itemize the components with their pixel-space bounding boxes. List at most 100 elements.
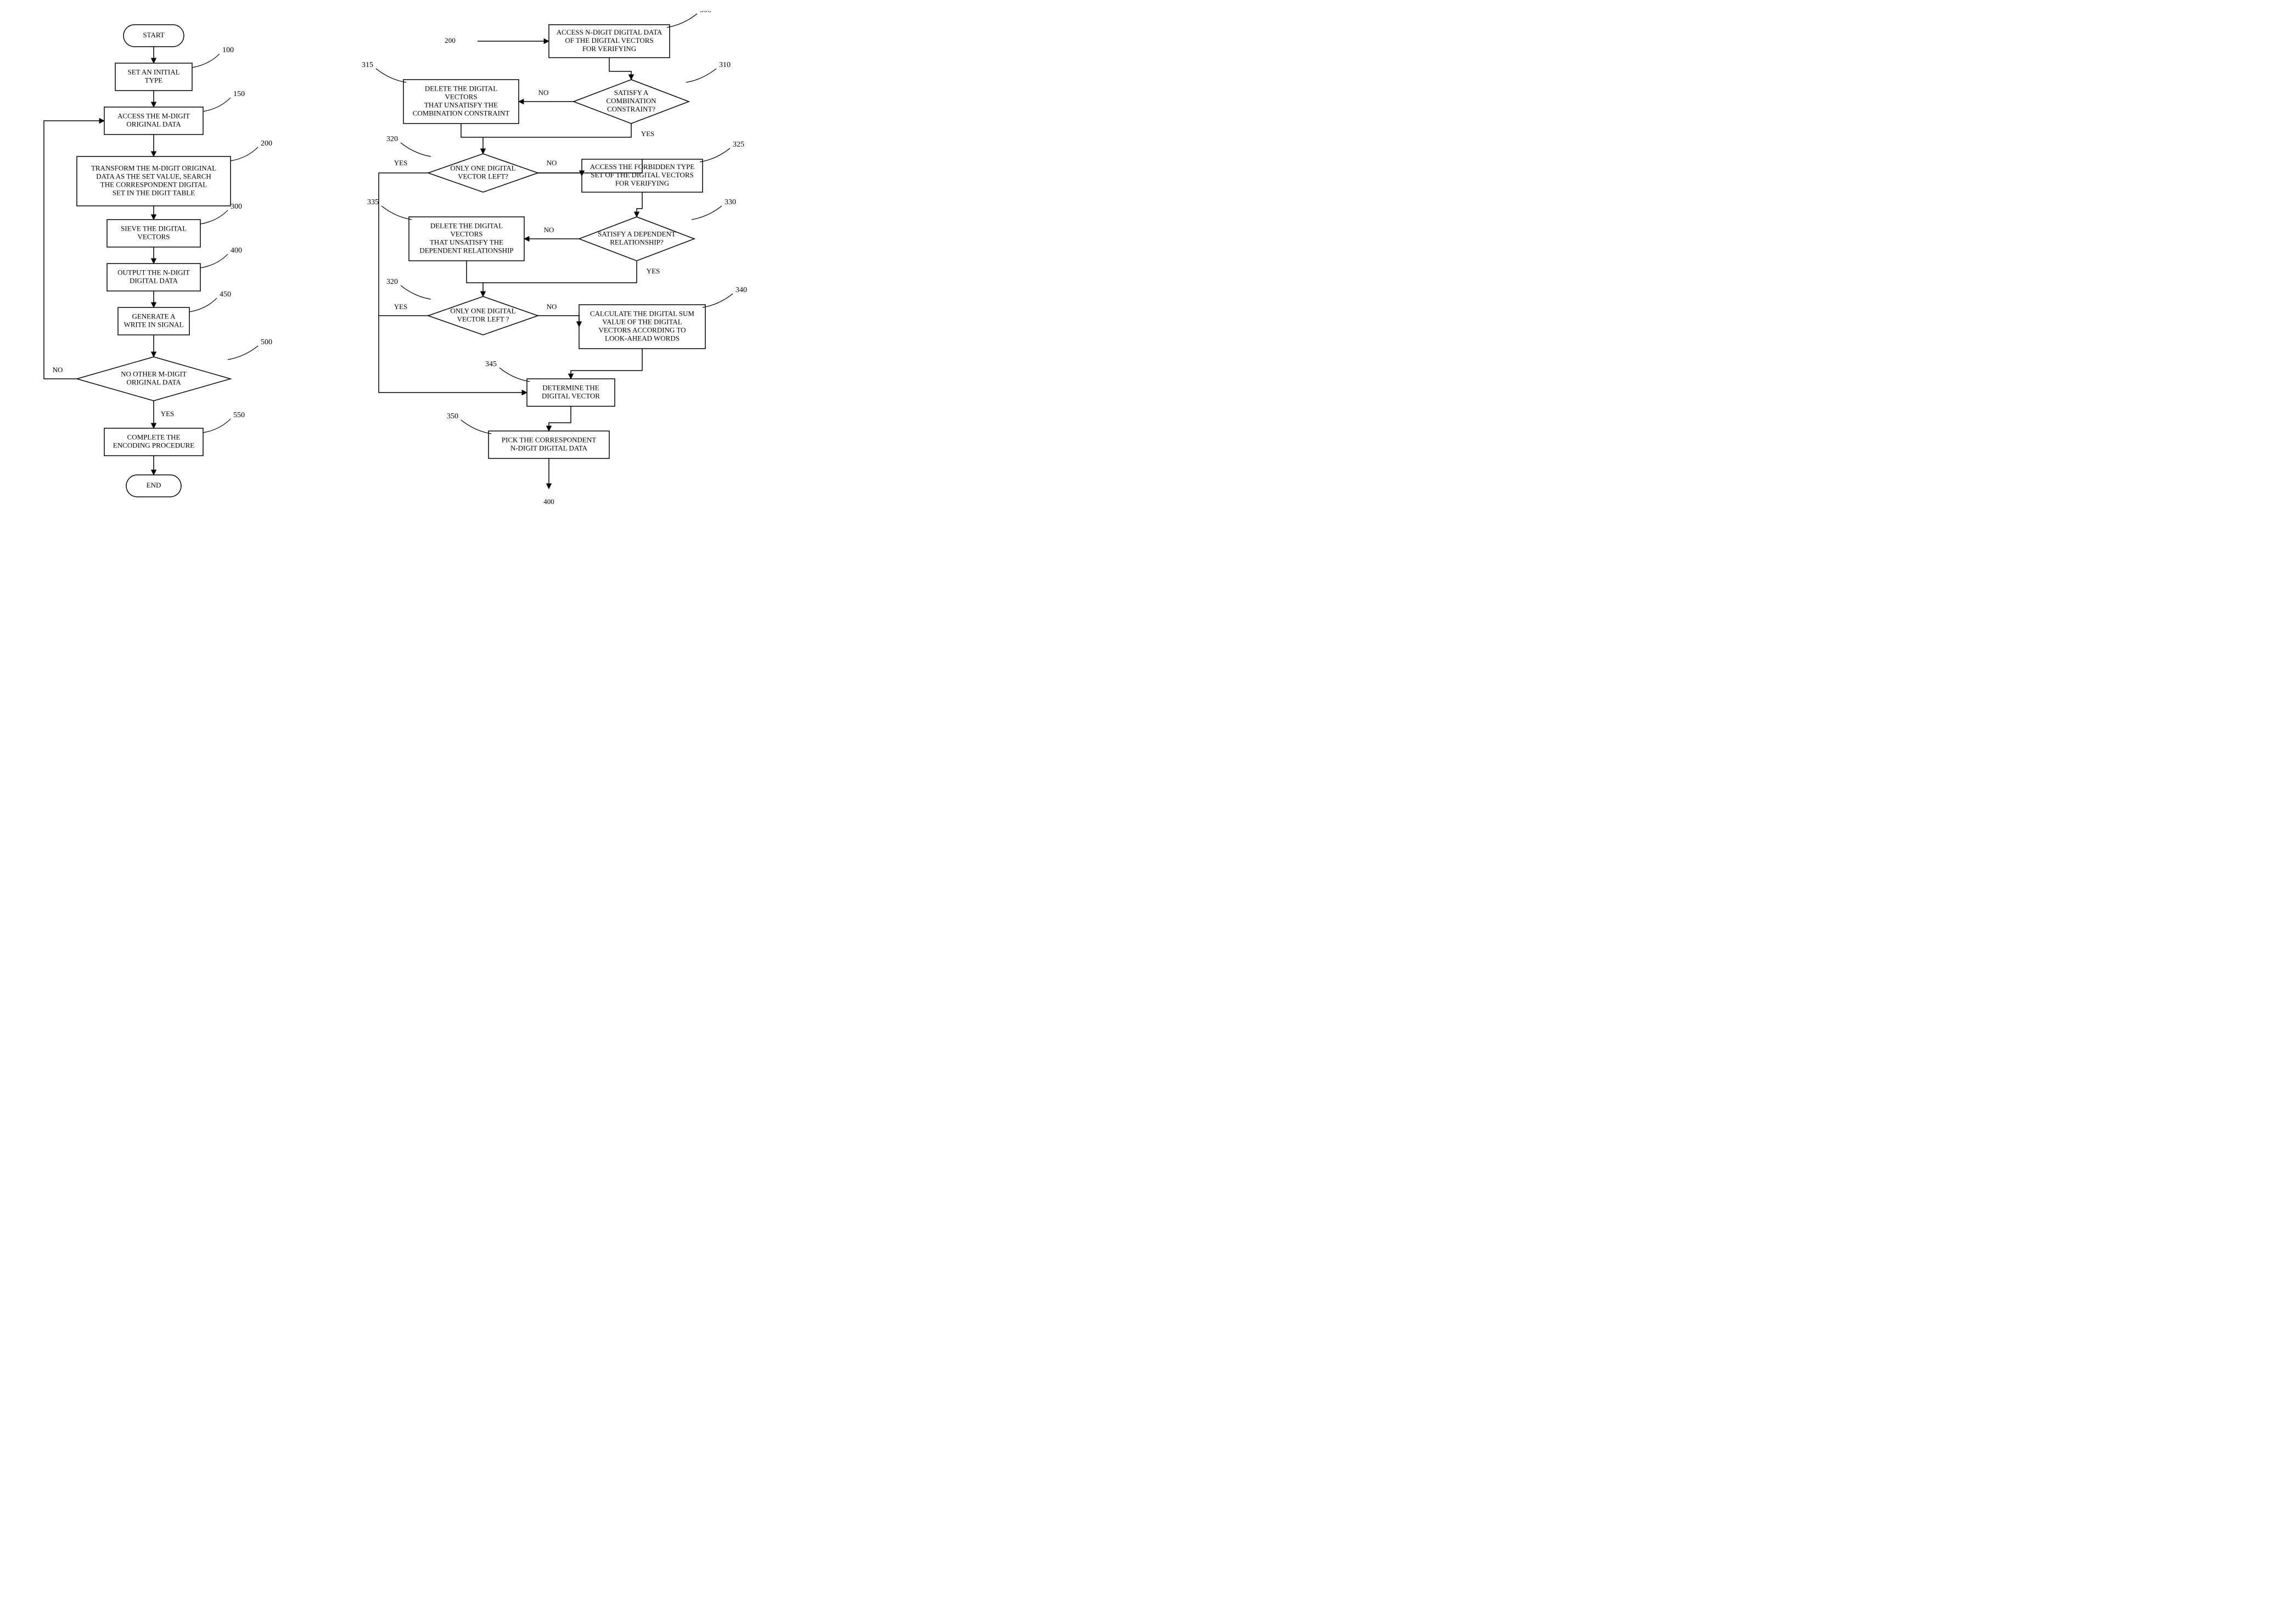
ref-leader — [381, 206, 412, 220]
node-text: VECTORS — [451, 230, 483, 238]
node-text: VECTORS ACCORDING TO — [599, 326, 686, 334]
ref-number: 150 — [233, 90, 245, 98]
ref-leader — [189, 298, 217, 312]
node-n320b: ONLY ONE DIGITALVECTOR LEFT ? — [428, 296, 538, 335]
edge-label: NO — [538, 88, 549, 97]
node-text: DELETE THE DIGITAL — [425, 85, 497, 93]
ref-number: 330 — [725, 198, 736, 206]
node-text: ACCESS THE M-DIGIT — [117, 112, 190, 120]
node-text: ENCODING PROCEDURE — [113, 441, 194, 449]
edge-label: YES — [641, 130, 655, 138]
node-n340: CALCULATE THE DIGITAL SUMVALUE OF THE DI… — [579, 305, 705, 349]
node-text: THE CORRESPONDENT DIGITAL — [100, 180, 207, 188]
edge — [538, 173, 582, 176]
node-text: VECTORS — [138, 232, 170, 240]
ref-number: 315 — [362, 61, 373, 69]
node-text: LOOK-AHEAD WORDS — [605, 334, 680, 342]
edge-label: NO — [547, 303, 557, 311]
node-text: ONLY ONE DIGITAL — [450, 164, 515, 172]
ref-number: 300 — [231, 203, 242, 211]
node-text: SET AN INITIAL — [127, 68, 179, 76]
edge-label: YES — [394, 303, 408, 311]
node-n200: TRANSFORM THE M-DIGIT ORIGINALDATA AS TH… — [77, 156, 231, 206]
ref-leader — [200, 210, 228, 224]
node-text: DELETE THE DIGITAL — [430, 222, 503, 230]
edge-label: 200 — [445, 36, 456, 44]
ref-number: 450 — [220, 290, 231, 299]
node-text: COMBINATION CONSTRAINT — [413, 109, 510, 117]
node-text: SATISFY A — [614, 88, 649, 97]
edge — [44, 121, 104, 379]
node-text: GENERATE A — [132, 312, 176, 321]
node-n335: DELETE THE DIGITALVECTORSTHAT UNSATISFY … — [409, 217, 524, 261]
node-text: ORIGINAL DATA — [126, 378, 181, 386]
edge — [538, 316, 579, 327]
edge-label: NO — [544, 226, 554, 234]
node-text: SET IN THE DIGIT TABLE — [113, 188, 195, 197]
node-text: VECTOR LEFT ? — [457, 315, 509, 323]
node-n305: ACCESS N-DIGIT DIGITAL DATAOF THE DIGITA… — [549, 25, 670, 58]
node-n400: OUTPUT THE N-DIGITDIGITAL DATA — [107, 264, 200, 291]
node-text: DIGITAL DATA — [130, 276, 178, 284]
ref-leader — [692, 206, 722, 220]
ref-leader — [231, 147, 258, 161]
node-n550: COMPLETE THEENCODING PROCEDURE — [104, 428, 203, 456]
ref-leader — [667, 14, 697, 27]
edge — [549, 406, 571, 431]
ref-leader — [376, 69, 406, 82]
node-text: SET OF THE DIGITAL VECTORS — [591, 171, 693, 179]
node-text: RELATIONSHIP? — [610, 238, 664, 246]
ref-number: 340 — [736, 286, 747, 294]
ref-number: 320 — [386, 278, 398, 286]
ref-number: 310 — [719, 61, 731, 69]
node-text: FOR VERIFYING — [615, 179, 669, 187]
ref-number: 320 — [386, 135, 398, 143]
ref-number: 100 — [222, 46, 234, 54]
ref-leader — [192, 54, 220, 68]
node-n325: ACCESS THE FORBIDDEN TYPESET OF THE DIGI… — [582, 159, 703, 192]
node-text: START — [143, 31, 164, 39]
node-text: OF THE DIGITAL VECTORS — [565, 36, 653, 44]
edge-label: NO — [53, 366, 63, 374]
node-text: CONSTRAINT? — [607, 105, 655, 113]
edge — [461, 124, 483, 137]
ref-number: 550 — [233, 411, 245, 419]
ref-number: 325 — [733, 141, 744, 149]
ref-leader — [203, 98, 231, 111]
node-end: END — [126, 475, 181, 497]
edge — [637, 192, 642, 217]
ref-number: 350 — [447, 412, 458, 421]
ref-number: 305 — [700, 11, 711, 14]
edge — [467, 261, 483, 283]
edge-label: YES — [394, 159, 408, 167]
ref-leader — [499, 368, 530, 382]
node-n345: DETERMINE THEDIGITAL VECTOR — [527, 379, 615, 406]
edge — [483, 124, 631, 154]
edge — [483, 261, 637, 296]
node-n330: SATISFY A DEPENDENTRELATIONSHIP? — [579, 217, 694, 261]
node-text: COMBINATION — [607, 97, 657, 105]
node-text: VALUE OF THE DIGITAL — [602, 318, 682, 326]
node-text: END — [147, 481, 161, 489]
node-text: PICK THE CORRESPONDENT — [502, 436, 596, 444]
node-text: ONLY ONE DIGITAL — [450, 307, 515, 315]
node-n350: PICK THE CORRESPONDENTN-DIGIT DIGITAL DA… — [489, 431, 609, 458]
node-text: TYPE — [145, 76, 163, 84]
ref-leader — [686, 69, 716, 82]
ref-leader — [401, 285, 431, 299]
edge-label: YES — [647, 267, 660, 275]
node-text: WRITE IN SIGNAL — [123, 320, 183, 328]
node-text: TRANSFORM THE M-DIGIT ORIGINAL — [91, 164, 216, 172]
node-n315: DELETE THE DIGITALVECTORSTHAT UNSATISFY … — [403, 80, 519, 124]
node-text: OUTPUT THE N-DIGIT — [117, 268, 190, 277]
ref-leader — [200, 254, 228, 268]
node-n100: SET AN INITIALTYPE — [115, 63, 192, 91]
edge — [571, 349, 642, 379]
node-text: SATISFY A DEPENDENT — [598, 230, 676, 238]
ref-number: 345 — [485, 360, 497, 368]
node-text: NO OTHER M-DIGIT — [121, 370, 187, 378]
node-text: DEPENDENT RELATIONSHIP — [419, 246, 513, 254]
edge — [609, 58, 631, 80]
edge-label: YES — [161, 410, 175, 418]
ref-leader — [228, 346, 258, 360]
